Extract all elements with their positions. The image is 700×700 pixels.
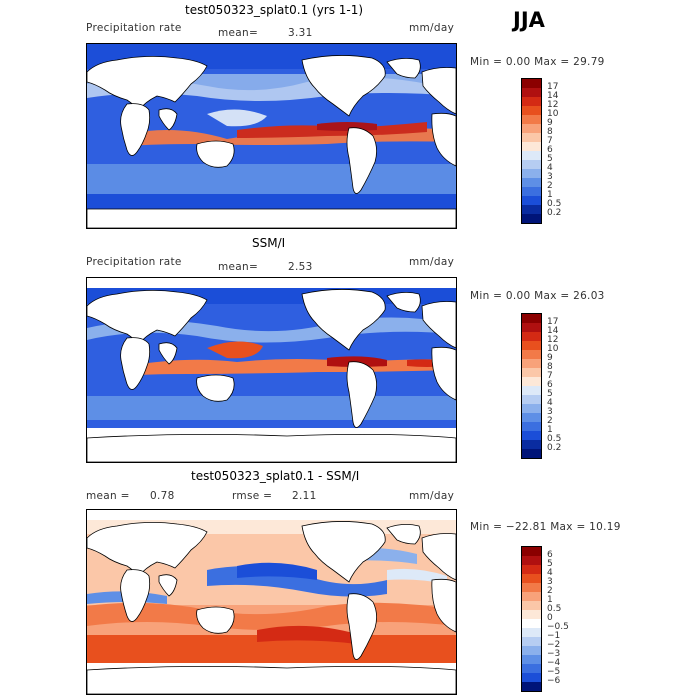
panel-2-tick: 14 xyxy=(547,326,559,336)
panel-1-mean-label: mean= xyxy=(218,27,259,39)
panel-1-land xyxy=(87,55,456,228)
panel-2-tick: 12 xyxy=(547,335,559,345)
panel-2-tick: 0.2 xyxy=(547,443,562,453)
panel-2-colorbar xyxy=(521,313,542,459)
panel-1-tick: 7 xyxy=(547,136,553,146)
panel-2-tick: 5 xyxy=(547,389,553,399)
panel-2-min-max: Min = 0.00 Max = 26.03 xyxy=(470,290,605,302)
panel-1-tick: 14 xyxy=(547,91,559,101)
panel-3-rmse-value: 2.11 xyxy=(292,490,317,502)
panel-3-colorbar xyxy=(521,546,542,692)
panel-2-mean-label: mean= xyxy=(218,261,259,273)
panel-3-tick: 2 xyxy=(547,586,553,596)
panel-2-tick: 6 xyxy=(547,380,553,390)
panel-3-rmse-label: rmse = xyxy=(232,490,273,502)
panel-1-tick: 10 xyxy=(547,109,559,119)
panel-3-units: mm/day xyxy=(409,490,455,502)
panel-3-title: test050323_splat0.1 - SSM/I xyxy=(191,469,360,483)
panel-2-field-label: Precipitation rate xyxy=(86,256,182,268)
panel-3-map xyxy=(86,509,457,695)
panel-1-tick: 3 xyxy=(547,172,553,182)
panel-1-min-max: Min = 0.00 Max = 29.79 xyxy=(470,56,605,68)
panel-1-units: mm/day xyxy=(409,22,455,34)
panel-2-tick: 0.5 xyxy=(547,434,562,444)
panel-3-tick: −6 xyxy=(547,676,561,686)
panel-3-mean-value: 0.78 xyxy=(150,490,175,502)
panel-3-tick: −2 xyxy=(547,640,561,650)
panel-3-tick: −4 xyxy=(547,658,561,668)
panel-1-tick: 9 xyxy=(547,118,553,128)
panel-1-tick: 8 xyxy=(547,127,553,137)
panel-3-tick: −1 xyxy=(547,631,561,641)
panel-2-mean-value: 2.53 xyxy=(288,261,313,273)
panel-3-tick: 0 xyxy=(547,613,553,623)
panel-1-title: test050323_splat0.1 (yrs 1-1) xyxy=(185,3,364,17)
panel-1-mean-value: 3.31 xyxy=(288,27,313,39)
panel-1-tick: 5 xyxy=(547,154,553,164)
panel-1-tick: 0.5 xyxy=(547,199,562,209)
panel-3-min-max: Min = −22.81 Max = 10.19 xyxy=(470,521,621,533)
panel-1-tick: 4 xyxy=(547,163,553,173)
panel-2-title: SSM/I xyxy=(252,236,286,250)
panel-3-tick: 4 xyxy=(547,568,553,578)
panel-1-tick: 12 xyxy=(547,100,559,110)
panel-3-tick: −3 xyxy=(547,649,561,659)
panel-1-field-label: Precipitation rate xyxy=(86,22,182,34)
panel-1-tick: 2 xyxy=(547,181,553,191)
panel-2-land xyxy=(87,289,456,462)
panel-2-units: mm/day xyxy=(409,256,455,268)
panel-2-tick: 10 xyxy=(547,344,559,354)
panel-2-tick: 9 xyxy=(547,353,553,363)
panel-1-colorbar xyxy=(521,78,542,224)
panel-2-tick: 8 xyxy=(547,362,553,372)
season-label: JJA xyxy=(513,8,545,32)
panel-3-tick: 3 xyxy=(547,577,553,587)
panel-2-tick: 3 xyxy=(547,407,553,417)
panel-1-tick: 6 xyxy=(547,145,553,155)
panel-2-map xyxy=(86,277,457,463)
panel-2-tick: 1 xyxy=(547,425,553,435)
panel-1-map xyxy=(86,43,457,229)
panel-1-tick: 0.2 xyxy=(547,208,562,218)
panel-3-land xyxy=(87,521,456,694)
panel-1-tick: 17 xyxy=(547,82,559,92)
panel-3-tick: 5 xyxy=(547,559,553,569)
panel-2-tick: 4 xyxy=(547,398,553,408)
panel-3-tick: 6 xyxy=(547,550,553,560)
panel-3-tick: 0.5 xyxy=(547,604,562,614)
panel-2-tick: 7 xyxy=(547,371,553,381)
panel-2-tick: 2 xyxy=(547,416,553,426)
panel-1-tick: 1 xyxy=(547,190,553,200)
panel-3-mean-label: mean = xyxy=(86,490,130,502)
panel-3-tick: −5 xyxy=(547,667,561,677)
panel-2-tick: 17 xyxy=(547,317,559,327)
panel-3-tick: 1 xyxy=(547,595,553,605)
panel-3-tick: −0.5 xyxy=(547,622,569,632)
